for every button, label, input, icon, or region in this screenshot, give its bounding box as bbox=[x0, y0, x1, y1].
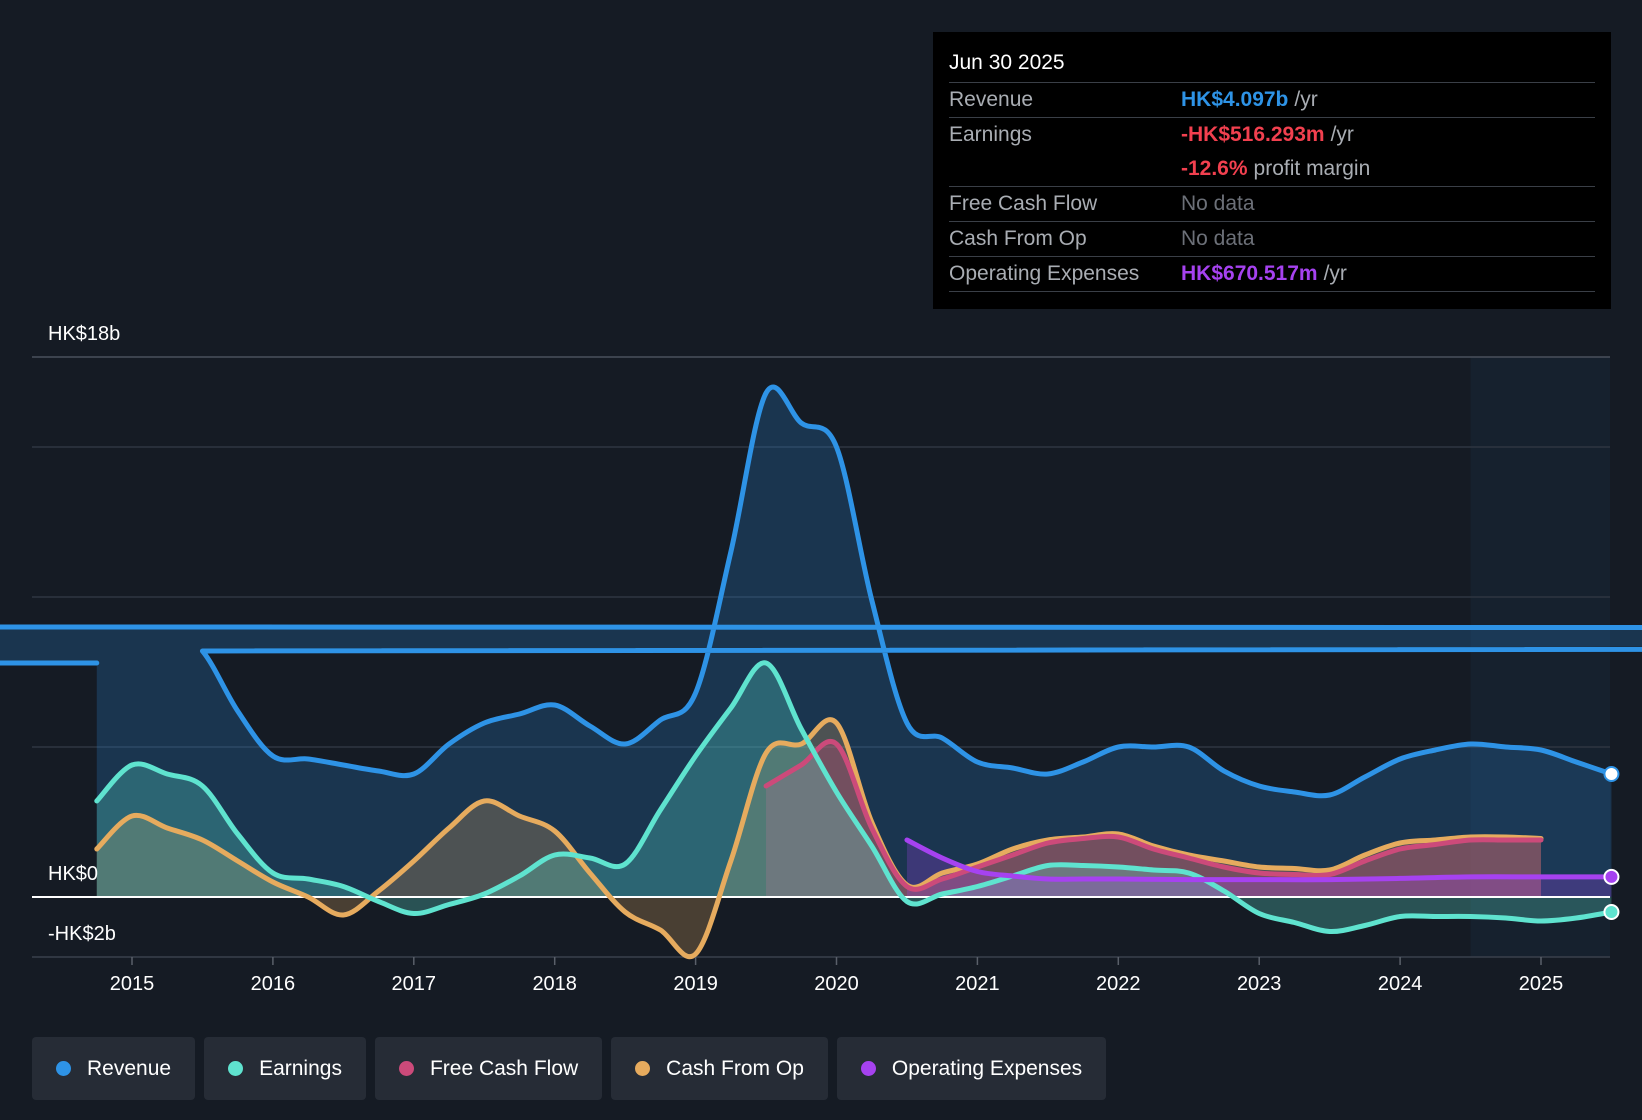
earnings-line bbox=[94, 660, 1614, 935]
x-tick-label: 2017 bbox=[392, 973, 437, 995]
tooltip-label: Cash From Op bbox=[949, 227, 1087, 250]
tooltip-row-earnings: Earnings -HK$516.293m /yr bbox=[949, 117, 1595, 152]
y-axis-zero-label: HK$0 bbox=[48, 863, 98, 885]
legend-dot-icon bbox=[635, 1061, 651, 1076]
legend-item-revenue[interactable]: Revenue bbox=[32, 1037, 196, 1100]
x-axis-ticks: 2015 2016 2017 2018 2019 2020 2021 2022 2023 2024… bbox=[110, 957, 1564, 995]
x-tick-label: 2016 bbox=[251, 973, 296, 995]
x-tick-label: 2023 bbox=[1237, 973, 1282, 995]
tooltip-value: HK$4.097b bbox=[1181, 88, 1289, 111]
tooltip-label: Operating Expenses bbox=[949, 262, 1140, 285]
x-tick-label: 2020 bbox=[814, 973, 859, 995]
series-end-markers bbox=[1603, 766, 1620, 920]
tooltip-label: Free Cash Flow bbox=[949, 192, 1098, 215]
legend-item-operating-expenses[interactable]: Operating Expenses bbox=[836, 1037, 1107, 1100]
legend-item-cash-from-op[interactable]: Cash From Op bbox=[611, 1037, 828, 1100]
tooltip-row-operating-expenses: Operating Expenses HK$670.517m /yr bbox=[949, 256, 1595, 292]
series-lines bbox=[0, 387, 1642, 960]
tooltip-suffix: profit margin bbox=[1253, 157, 1371, 180]
tooltip-row-profit-margin: -12.6% profit margin bbox=[949, 152, 1595, 186]
legend-label: Earnings bbox=[259, 1056, 342, 1080]
x-tick-label: 2019 bbox=[673, 973, 718, 995]
earnings-end-dot bbox=[1603, 904, 1620, 920]
legend-label: Revenue bbox=[87, 1056, 172, 1080]
tooltip-label: Revenue bbox=[949, 88, 1034, 111]
x-tick-label: 2015 bbox=[110, 973, 155, 995]
chart-legend: Revenue Earnings Free Cash Flow Cash Fro… bbox=[32, 1037, 1107, 1100]
tooltip-label: Earnings bbox=[949, 123, 1032, 146]
tooltip-value: -12.6% bbox=[1181, 157, 1248, 180]
cash-from-op-line bbox=[94, 717, 1544, 960]
y-axis-bottom-label: -HK$2b bbox=[48, 923, 116, 945]
x-tick-label: 2021 bbox=[955, 973, 1000, 995]
x-tick-label: 2024 bbox=[1378, 973, 1423, 995]
legend-label: Cash From Op bbox=[666, 1056, 804, 1080]
legend-dot-icon bbox=[228, 1061, 244, 1076]
operating-expenses-area bbox=[906, 840, 1612, 897]
tooltip-suffix: /yr bbox=[1330, 123, 1354, 146]
series-fills bbox=[0, 386, 1642, 957]
x-tick-label: 2018 bbox=[532, 973, 577, 995]
legend-dot-icon bbox=[56, 1061, 71, 1076]
legend-label: Free Cash Flow bbox=[429, 1056, 579, 1080]
data-tooltip: Jun 30 2025 Revenue HK$4.097b /yr Earnin… bbox=[933, 32, 1611, 309]
tooltip-value: No data bbox=[1181, 192, 1255, 215]
x-tick-label: 2022 bbox=[1096, 973, 1141, 995]
forecast-region bbox=[1470, 357, 1610, 957]
legend-dot-icon bbox=[398, 1061, 414, 1076]
operating-expenses-end-dot bbox=[1603, 868, 1620, 885]
tooltip-row-cash-from-op: Cash From Op No data bbox=[949, 221, 1595, 256]
tooltip-value: -HK$516.293m bbox=[1181, 123, 1325, 146]
tooltip-suffix: /yr bbox=[1323, 262, 1347, 285]
tooltip-row-free-cash-flow: Free Cash Flow No data bbox=[949, 186, 1595, 221]
tooltip-value: No data bbox=[1181, 227, 1255, 250]
tooltip-row-revenue: Revenue HK$4.097b /yr bbox=[949, 82, 1595, 117]
legend-dot-icon bbox=[860, 1061, 876, 1076]
operating-expenses-line bbox=[904, 837, 1614, 883]
earnings-area bbox=[96, 662, 1612, 932]
legend-label: Operating Expenses bbox=[891, 1056, 1083, 1080]
tooltip-date: Jun 30 2025 bbox=[949, 51, 1065, 74]
revenue-end-dot bbox=[1603, 766, 1620, 782]
cash-from-op-area bbox=[96, 719, 1541, 957]
free-cash-flow-line bbox=[763, 739, 1544, 892]
tooltip-suffix: /yr bbox=[1294, 88, 1318, 111]
legend-item-free-cash-flow[interactable]: Free Cash Flow bbox=[374, 1037, 603, 1100]
tooltip-value: HK$670.517m bbox=[1181, 262, 1318, 285]
legend-item-earnings[interactable]: Earnings bbox=[204, 1037, 366, 1100]
x-tick-label: 2025 bbox=[1519, 973, 1564, 995]
y-axis-top-label: HK$18b bbox=[48, 323, 120, 345]
